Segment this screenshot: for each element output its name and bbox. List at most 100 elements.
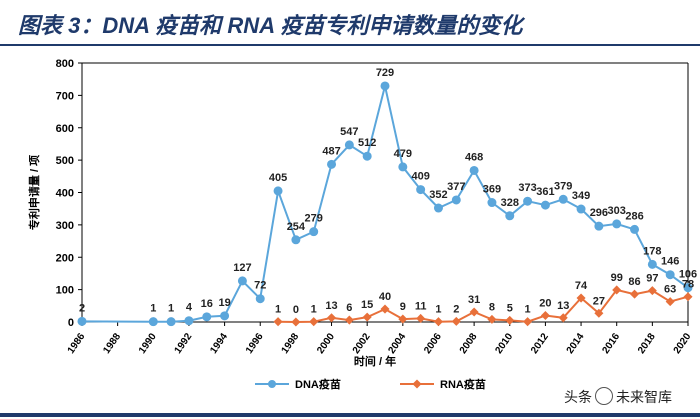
y-tick-label: 100 <box>56 285 74 297</box>
dna-data-point <box>148 317 158 327</box>
dna-legend-marker <box>268 380 276 388</box>
chart-title: 图表 3：DNA 疫苗和 RNA 疫苗专利申请数量的变化 <box>18 13 523 38</box>
rna-data-label: 1 <box>435 304 441 316</box>
rna-data-point <box>683 292 693 302</box>
x-axis-label: 时间 / 年 <box>354 354 396 368</box>
dna-data-label: 512 <box>358 137 376 149</box>
y-tick-label: 400 <box>56 188 74 200</box>
dna-data-point <box>344 140 354 150</box>
y-tick-label: 300 <box>56 220 74 232</box>
rna-data-label: 0 <box>293 304 299 316</box>
rna-data-point <box>630 289 640 299</box>
dna-data-point <box>309 227 319 237</box>
dna-data-label: 547 <box>340 126 358 138</box>
rna-data-label: 40 <box>379 291 391 303</box>
rna-data-label: 6 <box>346 302 352 314</box>
rna-data-point <box>433 317 443 327</box>
dna-data-point <box>630 224 640 234</box>
dna-data-point <box>540 200 550 210</box>
x-tick-label: 1998 <box>280 331 302 356</box>
dna-data-label: 296 <box>590 207 608 219</box>
x-tick-label: 1986 <box>66 331 88 356</box>
dna-data-point <box>362 151 372 161</box>
dna-data-point <box>487 198 497 208</box>
rna-data-point <box>273 317 283 327</box>
x-tick-label: 1996 <box>244 331 266 356</box>
bottom-rule <box>0 413 700 417</box>
y-tick-label: 700 <box>56 90 74 102</box>
dna-data-point <box>523 196 533 206</box>
dna-data-point <box>558 194 568 204</box>
y-tick-label: 200 <box>56 252 74 264</box>
dna-data-point <box>665 270 675 280</box>
dna-data-point <box>291 235 301 245</box>
title-bar: 图表 3：DNA 疫苗和 RNA 疫苗专利申请数量的变化 <box>0 0 700 46</box>
rna-data-label: 74 <box>575 280 588 292</box>
dna-data-point <box>327 159 337 169</box>
dna-data-point <box>184 316 194 326</box>
rna-data-point <box>291 317 301 327</box>
x-tick-label: 2014 <box>565 331 587 356</box>
dna-data-label: 146 <box>661 256 679 268</box>
dna-data-label: 379 <box>554 180 572 192</box>
rna-legend-label: RNA疫苗 <box>440 377 486 391</box>
rna-data-label: 1 <box>525 304 531 316</box>
x-tick-label: 2006 <box>422 331 444 356</box>
wechat-logo-icon <box>595 387 613 405</box>
rna-data-point <box>594 308 604 318</box>
x-tick-label: 2020 <box>672 331 694 356</box>
dna-data-point <box>594 221 604 231</box>
dna-data-label: 106 <box>679 269 697 281</box>
rna-series-line <box>278 288 689 324</box>
rna-data-point <box>487 314 497 324</box>
dna-data-label: 2 <box>79 302 85 314</box>
rna-data-label: 78 <box>682 279 694 291</box>
x-tick-label: 2012 <box>529 331 551 356</box>
rna-data-point <box>505 315 515 325</box>
x-tick-label: 1994 <box>208 331 230 356</box>
dna-data-label: 405 <box>269 172 287 184</box>
x-tick-label: 2000 <box>315 331 337 356</box>
rna-data-label: 2 <box>453 303 459 315</box>
dna-data-label: 468 <box>465 151 483 163</box>
watermark-left-text: 头条 <box>564 389 592 405</box>
dna-data-label: 409 <box>411 171 429 183</box>
dna-legend-label: DNA疫苗 <box>295 377 341 391</box>
dna-data-point <box>380 81 390 91</box>
dna-data-label: 1 <box>168 303 174 315</box>
rna-data-label: 5 <box>507 302 513 314</box>
dna-series-line <box>81 85 689 323</box>
dna-data-label: 279 <box>305 213 323 225</box>
rna-data-label: 27 <box>593 295 605 307</box>
dna-data-label: 729 <box>376 67 394 79</box>
watermark: 头条 未来智库 <box>564 387 672 407</box>
dna-data-label: 303 <box>608 205 626 217</box>
rna-data-point <box>327 313 337 323</box>
dna-data-point <box>77 316 87 326</box>
dna-data-point <box>433 203 443 213</box>
y-tick-label: 600 <box>56 123 74 135</box>
rna-data-label: 9 <box>400 301 406 313</box>
dna-data-point <box>416 185 426 195</box>
dna-data-label: 4 <box>186 302 193 314</box>
rna-data-point <box>665 297 675 307</box>
dna-data-label: 373 <box>518 182 536 194</box>
watermark-right-text: 未来智库 <box>616 389 672 405</box>
x-tick-label: 1992 <box>173 331 195 356</box>
dna-data-point <box>398 162 408 172</box>
rna-data-label: 31 <box>468 294 480 306</box>
dna-data-label: 127 <box>233 262 251 274</box>
rna-data-label: 99 <box>611 272 623 284</box>
dna-data-label: 16 <box>201 298 213 310</box>
dna-data-label: 377 <box>447 181 465 193</box>
x-tick-label: 1988 <box>101 331 123 356</box>
rna-data-point <box>362 312 372 322</box>
dna-data-label: 328 <box>501 197 519 209</box>
rna-data-label: 97 <box>646 273 658 285</box>
rna-data-point <box>469 307 479 317</box>
dna-data-point <box>683 283 693 293</box>
rna-data-label: 86 <box>628 276 640 288</box>
rna-data-point <box>540 310 550 321</box>
x-tick-label: 2018 <box>636 331 658 356</box>
